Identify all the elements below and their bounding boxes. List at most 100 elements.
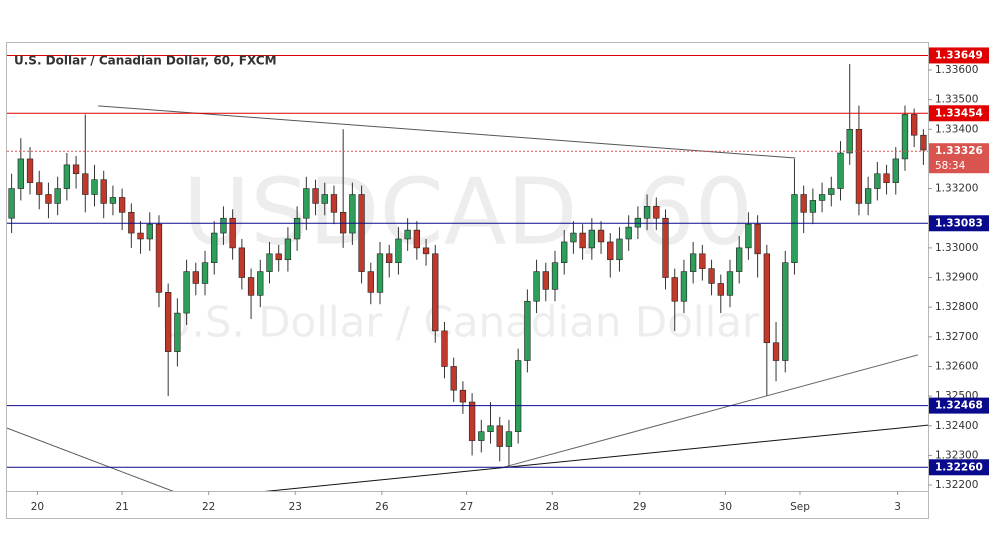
candle-body [699, 253, 706, 269]
y-tick-label: 1.33000 [935, 242, 978, 254]
candle-body [551, 262, 559, 290]
candle-body [828, 188, 835, 195]
candle-body [487, 425, 494, 433]
candle-body [800, 194, 807, 213]
y-tick-label: 1.33400 [935, 123, 978, 135]
candle-body [128, 211, 135, 234]
x-tick-label: 23 [289, 501, 302, 513]
level-label-box [929, 397, 989, 414]
level-label: 1.32260 [935, 461, 983, 473]
candle-body [772, 342, 780, 361]
candle-body [340, 211, 347, 234]
candle-body [257, 271, 264, 296]
candle-body [920, 134, 927, 151]
candle-body [17, 158, 24, 189]
x-tick-label: 3 [894, 501, 901, 513]
candle-body [266, 253, 273, 272]
candle-body [201, 262, 209, 284]
countdown: 58:34 [935, 160, 966, 172]
candle-body [220, 217, 227, 234]
level-label: 1.33454 [935, 107, 983, 119]
candle-body [238, 247, 246, 278]
candle-body [782, 262, 789, 361]
candle-body [54, 188, 61, 204]
candle-body [837, 152, 844, 189]
candle-body [146, 223, 153, 240]
candle-body [791, 194, 798, 264]
candle-body [597, 229, 605, 243]
level-label-box [929, 459, 989, 476]
candle-body [395, 238, 402, 264]
candle-body [874, 173, 881, 189]
candle-body [432, 253, 439, 332]
candle-body [689, 253, 697, 272]
current-price-box [929, 143, 989, 174]
candle-body [533, 271, 540, 302]
candle-body [247, 277, 255, 296]
candle-body [275, 253, 282, 261]
candle-body [303, 188, 310, 219]
trendline [264, 424, 928, 491]
level-label-box [929, 105, 989, 122]
candle-body [496, 425, 503, 447]
candle-body [514, 360, 522, 433]
candle-body [459, 389, 467, 403]
x-tick-label: Sep [790, 501, 810, 513]
candle-body [100, 179, 107, 204]
candle-body [109, 197, 117, 204]
candle-body [505, 431, 513, 447]
candle-body [450, 366, 457, 391]
x-tick-label: 20 [31, 501, 44, 513]
candle-body [616, 238, 623, 261]
chart-title: U.S. Dollar / Canadian Dollar, 60, FXCM [14, 54, 277, 68]
candle-body [330, 194, 338, 213]
candle-body [680, 271, 688, 302]
y-tick-label: 1.32900 [935, 272, 978, 284]
candle-body [468, 401, 476, 441]
candle-body [293, 217, 301, 240]
trendline [98, 105, 796, 159]
candle-body [625, 226, 632, 240]
candle-body [911, 114, 918, 136]
y-tick-label: 1.32700 [935, 331, 978, 343]
level-label: 1.33083 [935, 217, 983, 229]
candle-body [376, 253, 384, 293]
level-label-box [929, 47, 989, 64]
candle-body [745, 223, 752, 249]
level-label: 1.33649 [935, 49, 983, 61]
candle-body [137, 232, 144, 240]
candle-body [422, 247, 430, 255]
candle-body [754, 223, 761, 255]
candle-body [72, 164, 80, 175]
trendline [504, 354, 918, 468]
candle-body [192, 271, 199, 284]
y-tick-label: 1.32300 [935, 449, 978, 461]
candle-body [901, 114, 909, 160]
candle-body [174, 312, 181, 352]
candle-body [588, 229, 595, 249]
y-tick-label: 1.32200 [935, 479, 978, 491]
candle-body [229, 217, 236, 249]
candle-body [763, 253, 770, 344]
y-tick-label: 1.33200 [935, 183, 978, 195]
candle-body [542, 271, 549, 290]
candle-body [736, 247, 743, 272]
level-label-box [929, 215, 989, 232]
candle-body [8, 188, 15, 219]
x-tick-label: 22 [202, 501, 215, 513]
candle-body [91, 179, 98, 195]
candle-body [26, 158, 34, 183]
candle-body [386, 253, 393, 264]
candle-body [358, 194, 365, 272]
candle-body [478, 431, 485, 441]
y-tick-label: 1.32600 [935, 360, 978, 372]
candle-body [321, 194, 328, 204]
candle-body [883, 173, 890, 183]
candle-body [634, 217, 642, 228]
candle-body [413, 229, 421, 249]
trendline [7, 427, 174, 491]
candle-body [441, 330, 448, 367]
candle-body [165, 292, 172, 352]
y-tick-label: 1.32400 [935, 420, 978, 432]
candle-body [579, 232, 586, 249]
